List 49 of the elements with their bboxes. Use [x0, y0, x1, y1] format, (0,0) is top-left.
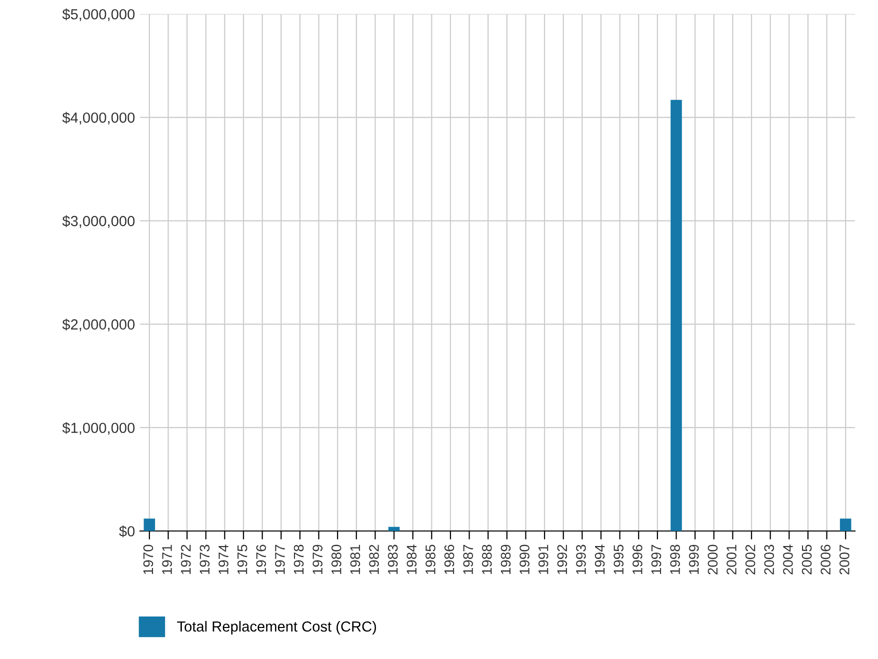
x-tick-label: 1971: [162, 544, 172, 574]
x-tick-label: 1995: [614, 544, 624, 574]
bar: [840, 518, 852, 531]
x-tick-label: 1981: [350, 544, 360, 574]
y-tick-label: $0: [119, 525, 135, 538]
x-tick-label: 1991: [538, 544, 548, 574]
x-tick-label: 2004: [783, 544, 793, 574]
x-tick-label: 2007: [839, 544, 850, 574]
x-tick-label: 1970: [143, 544, 154, 574]
x-tick-label: 1973: [200, 544, 210, 574]
y-tick-label: $5,000,000: [62, 8, 135, 22]
x-tick-label: 2001: [726, 544, 736, 574]
x-tick-label: 1992: [557, 544, 568, 574]
y-tick-label: $1,000,000: [62, 422, 135, 435]
legend-label: Total Replacement Cost (CRC): [177, 620, 376, 635]
x-tick-label: 1994: [594, 544, 605, 574]
x-tick-label: 1983: [388, 544, 398, 574]
x-tick-label: 1984: [406, 544, 417, 574]
bar: [144, 518, 156, 531]
x-tick-label: 1996: [632, 544, 642, 574]
x-tick-label: 1987: [463, 544, 474, 574]
x-tick-label: 1986: [444, 544, 454, 574]
bar: [388, 526, 400, 531]
bar: [670, 100, 682, 531]
x-tick-label: 1975: [237, 544, 248, 574]
x-tick-label: 1989: [500, 544, 511, 574]
x-tick-label: 1998: [670, 544, 680, 574]
x-tick-label: 2005: [802, 544, 812, 574]
x-tick-label: 1980: [331, 544, 342, 574]
x-tick-label: 1982: [369, 544, 379, 574]
y-tick-label: $2,000,000: [62, 318, 135, 332]
x-tick-label: 1997: [651, 544, 662, 574]
x-tick-label: 2000: [708, 544, 718, 574]
x-tick-label: 1999: [688, 544, 699, 574]
x-tick-label: 1974: [218, 544, 228, 574]
x-tick-label: 1985: [426, 544, 436, 574]
x-tick-label: 1972: [180, 544, 191, 574]
x-tick-label: 2006: [820, 544, 831, 574]
x-tick-label: 2002: [745, 544, 756, 574]
x-tick-label: 2003: [764, 544, 774, 574]
x-tick-label: 1993: [576, 544, 586, 574]
y-tick-label: $3,000,000: [62, 215, 135, 228]
y-tick-label: $4,000,000: [62, 112, 135, 125]
x-tick-label: 1979: [312, 544, 322, 574]
x-tick-label: 1978: [294, 544, 304, 574]
x-tick-label: 1988: [482, 544, 492, 574]
x-tick-label: 1990: [520, 544, 530, 574]
x-tick-label: 1977: [275, 544, 285, 574]
x-tick-label: 1976: [256, 544, 266, 574]
